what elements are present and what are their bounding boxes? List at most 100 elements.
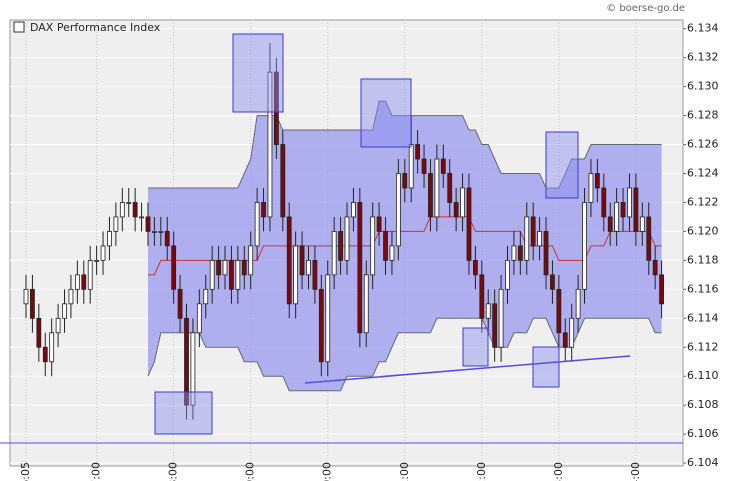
candle-body (299, 245, 305, 276)
candle-body (280, 144, 286, 218)
trend-line (304, 355, 631, 384)
y-tick-label: 6.130 (687, 80, 719, 93)
candle-body (184, 317, 189, 406)
y-tick-label: 6.134 (687, 22, 719, 35)
candle-body (505, 259, 510, 290)
candle-body (620, 202, 626, 218)
candle-body (524, 216, 530, 261)
lower-line (147, 317, 662, 392)
candles (23, 43, 664, 420)
x-tick-label: 07:00 (90, 462, 103, 481)
candle-body (408, 144, 414, 189)
y-tick-label: 6.116 (687, 282, 719, 295)
candle-body (49, 332, 55, 363)
candle-body (209, 259, 215, 290)
candle-body (235, 259, 241, 290)
candle-body (460, 187, 465, 218)
candle-body (485, 303, 491, 319)
candle-body (68, 288, 74, 305)
candle-body (652, 259, 658, 276)
y-tick-label: 6.106 (687, 427, 719, 440)
candle-body (614, 202, 620, 232)
candle-body (126, 202, 132, 204)
candle-body (203, 288, 209, 305)
candle-body (588, 173, 594, 203)
x-tick-label: 08:00 (167, 462, 180, 481)
candle-body (248, 245, 254, 276)
candle-body (267, 71, 273, 218)
chart-title: DAX Performance Index (30, 21, 161, 34)
candle-body (42, 346, 48, 363)
candle-body (293, 245, 299, 305)
highlight-box (545, 131, 579, 199)
y-tick-label: 6.126 (687, 138, 719, 151)
candle-body (530, 216, 536, 247)
candle-body (517, 245, 523, 261)
candle-body (158, 231, 164, 233)
candle-body (113, 216, 119, 232)
candle-body (428, 173, 433, 218)
y-tick-label: 6.122 (687, 195, 719, 208)
highlight-box (360, 78, 412, 148)
candle-body (254, 202, 260, 247)
candle-body (338, 231, 343, 261)
y-tick-label: 6.120 (687, 224, 719, 237)
candle-body (543, 231, 549, 276)
candle-body (351, 202, 356, 218)
candle-body (395, 173, 401, 247)
candle-body (55, 317, 61, 334)
highlight-box (462, 327, 489, 367)
candle-body (363, 274, 369, 334)
candle-body (607, 216, 613, 232)
y-tick-label: 6.124 (687, 166, 719, 179)
candle-body (383, 231, 388, 261)
candle-body (273, 71, 279, 145)
candle-body (286, 216, 292, 305)
candle-body (440, 158, 446, 174)
y-tick-label: 6.114 (687, 311, 719, 324)
y-tick-label: 6.118 (687, 253, 719, 266)
candle-body (434, 158, 440, 218)
candle-body (325, 274, 331, 363)
y-tick-label: 6.108 (687, 398, 719, 411)
annotations (0, 33, 683, 444)
candle-body (415, 144, 421, 160)
candle-body (492, 303, 498, 348)
candle-body (582, 202, 587, 290)
candle-body (318, 288, 324, 363)
candle-body (562, 332, 568, 348)
source: © boerse-go.de (606, 3, 685, 14)
y-tick-label: 6.104 (687, 456, 719, 469)
x-tick-label: 09:00 (244, 462, 257, 481)
y-tick-label: 6.128 (687, 109, 719, 122)
candle-body (594, 173, 600, 189)
candle-body (466, 187, 472, 261)
candle-body (261, 202, 266, 218)
candle-body (100, 245, 106, 261)
upper-line (147, 100, 662, 189)
y-tick-label: 6.112 (687, 340, 719, 353)
candle-body (627, 187, 632, 218)
candle-body (216, 259, 222, 276)
candle-body (94, 259, 100, 262)
x-tick-label: 13:00 (552, 462, 565, 481)
highlight-box (154, 391, 213, 435)
candle-body (74, 274, 80, 290)
candle-body (646, 216, 652, 261)
candle-body (312, 259, 318, 290)
x-tick-label: 10:00 (321, 462, 334, 481)
candle-body (23, 288, 29, 305)
candle-body (87, 259, 93, 290)
candle-body (145, 216, 151, 232)
candle-body (164, 231, 170, 247)
candle-body (376, 216, 382, 232)
candle-body (119, 202, 125, 218)
candle-body (569, 317, 575, 348)
candle-body (402, 173, 408, 189)
candle-body (222, 259, 228, 276)
candle-body (229, 259, 234, 290)
candle-body (421, 158, 427, 174)
x-tick-label: 11:00 (398, 462, 411, 481)
candle-body (472, 259, 478, 276)
highlight-box (532, 346, 560, 388)
